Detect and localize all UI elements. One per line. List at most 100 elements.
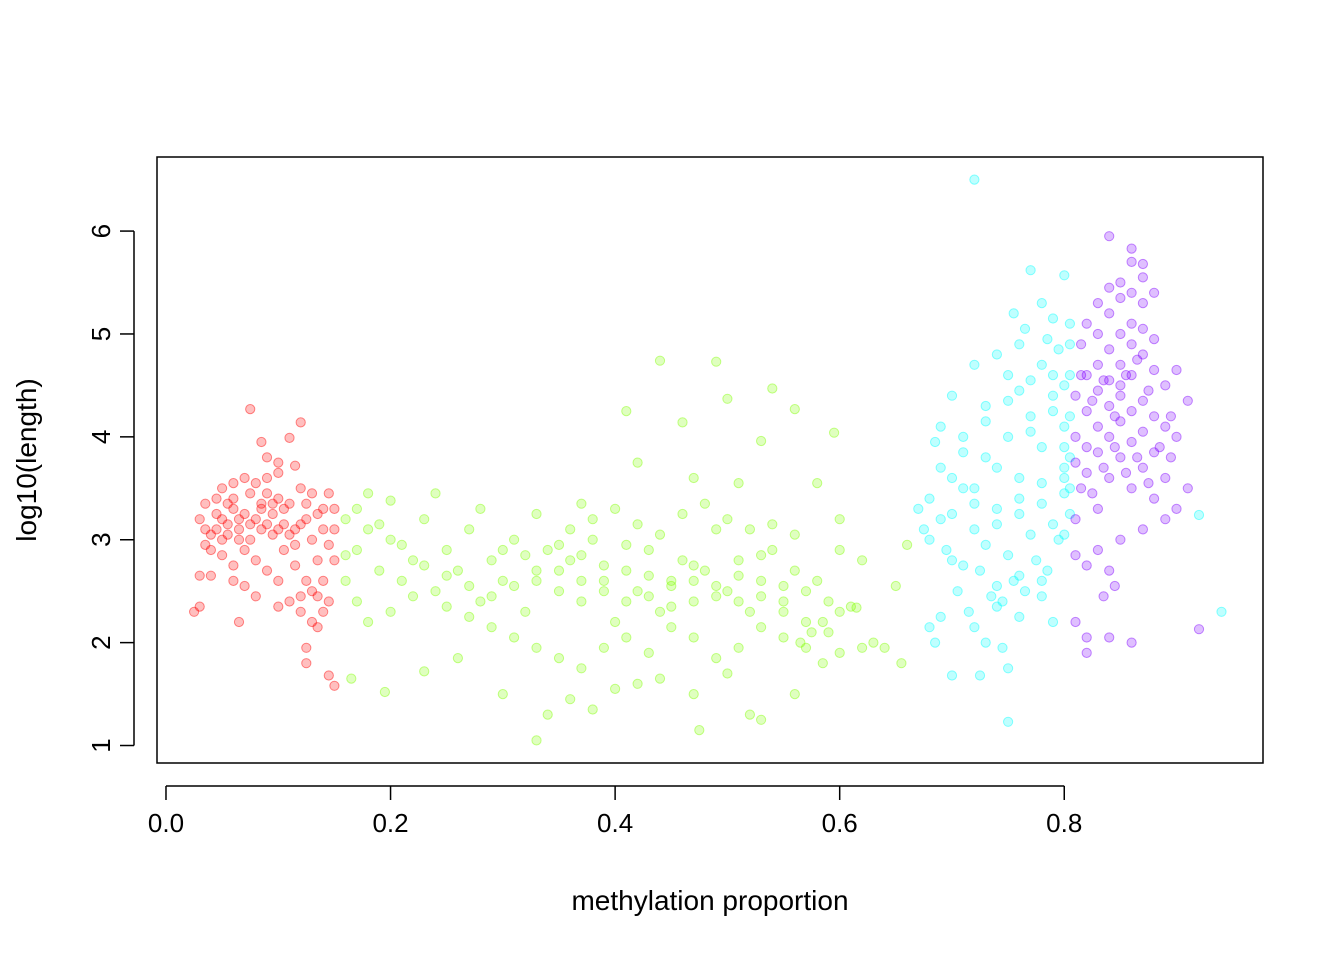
data-point-series-2	[699, 498, 711, 509]
data-point-series-4	[1092, 544, 1104, 556]
data-point-series-3	[1025, 529, 1036, 540]
data-point-series-4	[1081, 370, 1092, 381]
data-point-series-2	[733, 555, 744, 566]
y-tick-label: 4	[86, 430, 116, 444]
data-point-series-3	[1036, 442, 1047, 453]
data-point-series-3	[958, 560, 969, 571]
data-point-series-4	[1126, 436, 1137, 448]
data-point-series-4	[1070, 514, 1081, 525]
data-point-series-3	[935, 514, 946, 525]
data-point-series-1	[233, 514, 245, 525]
data-point-series-2	[497, 544, 508, 556]
data-point-series-4	[1070, 390, 1081, 401]
data-point-series-4	[1104, 400, 1115, 412]
data-point-series-2	[621, 406, 632, 417]
data-point-series-4	[1154, 442, 1165, 453]
data-point-series-2	[621, 565, 632, 576]
data-point-series-3	[1014, 508, 1025, 520]
data-point-series-3	[958, 431, 969, 442]
data-point-series-2	[508, 534, 520, 545]
data-point-series-3	[980, 416, 991, 427]
data-point-series-1	[318, 524, 329, 535]
data-point-series-1	[205, 529, 216, 540]
data-point-series-3	[946, 472, 958, 484]
data-point-series-1	[217, 514, 228, 525]
data-point-series-3	[1036, 591, 1047, 602]
data-point-series-4	[1104, 431, 1115, 442]
data-point-series-3	[1042, 565, 1053, 576]
data-point-series-2	[789, 404, 800, 415]
data-point-series-1	[245, 404, 256, 415]
data-point-series-1	[284, 596, 295, 607]
data-point-series-4	[1115, 390, 1126, 401]
y-tick-label: 5	[86, 327, 116, 341]
data-point-series-3	[1003, 663, 1014, 674]
data-point-series-4	[1104, 375, 1115, 386]
data-point-series-2	[419, 666, 430, 677]
data-point-series-2	[531, 735, 542, 746]
data-point-series-1	[306, 534, 318, 545]
data-point-series-2	[654, 606, 666, 617]
data-point-series-2	[643, 591, 654, 602]
data-point-series-2	[722, 514, 733, 525]
data-point-series-3	[1059, 472, 1070, 484]
data-point-series-2	[351, 503, 362, 514]
data-point-series-1	[295, 591, 306, 602]
data-point-series-3	[1059, 380, 1070, 391]
data-point-series-2	[441, 601, 452, 612]
data-point-series-4	[1104, 565, 1115, 576]
data-point-series-1	[261, 452, 273, 463]
data-point-series-2	[767, 544, 778, 556]
data-point-series-1	[250, 555, 261, 566]
data-point-series-3	[930, 436, 941, 448]
data-point-series-3	[1064, 318, 1076, 329]
data-point-series-4	[1126, 637, 1137, 648]
data-point-series-3	[963, 606, 974, 617]
data-point-series-1	[273, 493, 284, 504]
data-point-series-2	[823, 627, 834, 638]
data-point-series-3	[924, 493, 935, 504]
data-point-series-3	[974, 565, 986, 576]
data-point-series-1	[323, 539, 334, 551]
data-point-series-1	[306, 616, 318, 628]
data-point-series-1	[306, 488, 318, 499]
data-point-series-3	[1059, 442, 1070, 453]
data-point-series-2	[576, 596, 587, 607]
data-point-series-3	[1216, 606, 1227, 617]
data-point-series-2	[407, 555, 419, 566]
data-point-series-2	[834, 606, 845, 617]
data-point-series-2	[587, 534, 598, 545]
data-point-series-2	[654, 673, 666, 684]
data-point-series-1	[295, 519, 306, 530]
x-tick-label: 0.6	[822, 808, 858, 838]
data-point-series-3	[1025, 265, 1036, 276]
data-point-series-2	[666, 601, 677, 612]
data-point-series-2	[621, 632, 632, 643]
data-point-series-4	[1115, 277, 1126, 288]
data-point-series-2	[778, 596, 789, 607]
data-point-series-1	[290, 524, 301, 535]
data-point-series-3	[991, 349, 1003, 360]
data-point-series-4	[1143, 478, 1154, 489]
data-point-series-2	[767, 519, 778, 530]
data-point-series-3	[1014, 385, 1025, 396]
data-point-series-1	[250, 514, 261, 525]
data-point-series-2	[666, 580, 677, 592]
data-point-series-1	[284, 529, 295, 540]
data-point-series-4	[1126, 256, 1137, 267]
data-point-series-4	[1182, 395, 1193, 406]
data-point-series-1	[295, 606, 306, 617]
data-point-series-3	[1019, 323, 1031, 334]
data-point-series-2	[452, 565, 463, 576]
data-point-series-3	[969, 359, 980, 370]
data-point-series-3	[1003, 550, 1014, 561]
data-point-series-3	[1036, 478, 1047, 489]
data-point-series-2	[756, 575, 767, 587]
data-point-series-4	[1143, 385, 1154, 396]
data-point-series-4	[1160, 380, 1171, 391]
data-point-series-4	[1137, 395, 1149, 406]
data-point-series-4	[1087, 395, 1098, 406]
x-tick-label: 0.4	[597, 808, 633, 838]
data-point-series-4	[1081, 442, 1092, 453]
